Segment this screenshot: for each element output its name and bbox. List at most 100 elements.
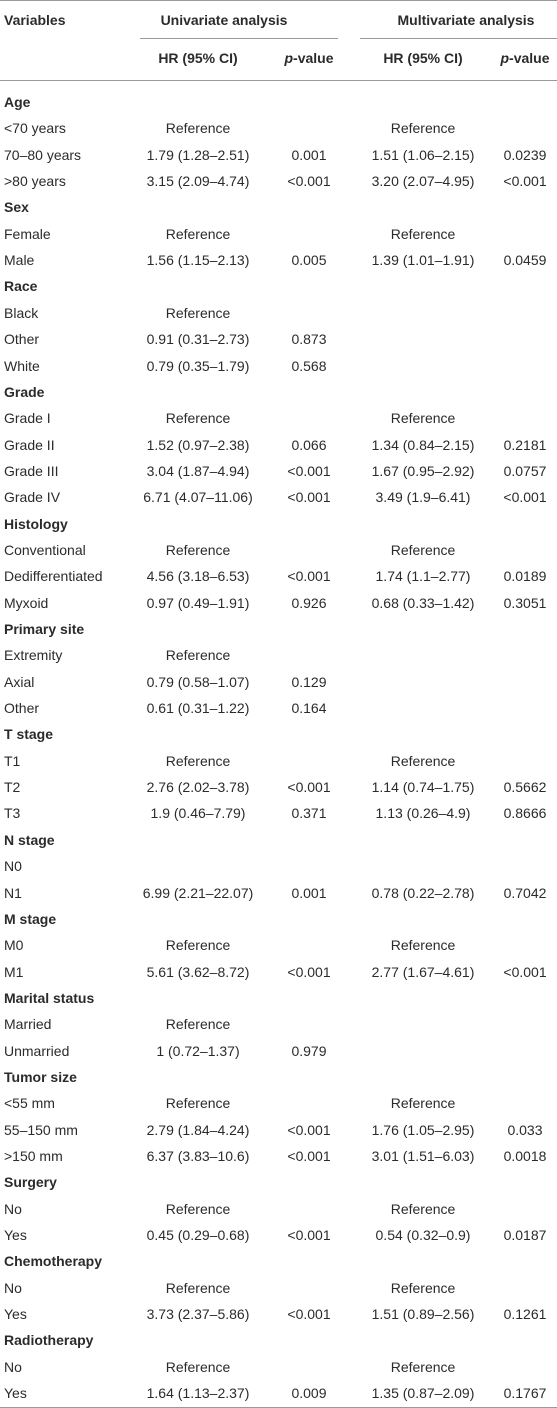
section-title: Marital status [4,989,95,1006]
value-cell: 1.64 (1.13–2.37) [146,1385,250,1402]
variable-cell: Married [4,1016,52,1033]
value-cell: 3.49 (1.9–6.41) [375,489,471,506]
value-cell: 3.04 (1.87–4.94) [146,462,250,479]
value-cell: 0.2181 [503,436,547,453]
value-cell: 1.9 (0.46–7.79) [150,805,246,822]
value-cell: 1.34 (0.84–2.15) [371,436,475,453]
value-cell: 0.001 [291,884,327,901]
value-cell: 1.52 (0.97–2.38) [146,436,250,453]
header-cell: HR (95% CI) [383,50,463,66]
value-cell: <0.001 [287,1227,331,1244]
value-cell: Reference [165,647,231,664]
value-cell: 2.76 (2.02–3.78) [146,779,250,796]
value-cell: 0.033 [507,1121,543,1138]
value-cell: 5.61 (3.62–8.72) [146,963,250,980]
value-cell: 0.1261 [503,1306,547,1323]
section-title: Age [4,94,31,110]
value-cell: 1.51 (0.89–2.56) [371,1306,475,1323]
value-cell: 0.129 [291,673,327,690]
value-cell: 6.71 (4.07–11.06) [143,489,253,506]
header-cell: p-value [485,45,557,71]
value-cell: 0.7042 [503,884,547,901]
section-title: Histology [4,515,68,532]
group-rule [360,38,557,39]
value-cell: 6.99 (2.21–22.07) [142,884,254,901]
value-cell: <0.001 [287,1306,331,1323]
value-cell: 0.45 (0.29–0.68) [146,1227,250,1244]
value-cell: 0.371 [291,805,327,822]
section-title: Tumor size [4,1068,77,1085]
value-cell: 6.37 (3.83–10.6) [146,1148,250,1164]
value-cell: <0.001 [287,173,331,190]
value-cell: 1.56 (1.15–2.13) [146,252,250,269]
value-cell: 0.001 [291,146,327,163]
value-cell: Reference [390,752,456,769]
value-cell: 0.926 [291,594,327,611]
value-cell: 1.35 (0.87–2.09) [371,1385,475,1402]
value-cell: 3.73 (2.37–5.86) [146,1306,250,1323]
variable-cell: <55 mm [4,1095,55,1112]
header-text: p-value [284,50,334,66]
value-cell: 0.8666 [503,805,547,822]
value-cell: 0.005 [291,252,327,269]
value-cell: Reference [165,304,231,321]
value-cell: <0.001 [503,963,547,980]
value-cell: Reference [165,1279,231,1296]
value-cell: 0.0018 [503,1148,547,1164]
variable-cell: N0 [4,858,22,875]
value-cell: 1.67 (0.95–2.92) [371,462,475,479]
value-cell: Reference [165,225,231,242]
value-cell: 1.39 (1.01–1.91) [371,252,475,269]
value-cell: 0.5662 [503,779,547,796]
section-title: Grade [4,383,45,400]
variable-cell: T2 [4,779,21,796]
header-cell: Multivariate analysis [397,12,535,28]
variable-cell: Yes [4,1385,27,1402]
value-cell: 0.54 (0.32–0.9) [375,1227,471,1244]
variable-cell: Extremity [4,647,63,664]
value-cell: 0.568 [291,357,327,374]
value-cell: 1.14 (0.74–1.75) [371,779,475,796]
section-title: Race [4,278,38,295]
value-cell: Reference [390,410,456,427]
value-cell: <0.001 [503,173,547,190]
value-cell: <0.001 [287,568,331,585]
value-cell: 0.3051 [503,594,547,611]
value-cell: 3.20 (2.07–4.95) [371,173,475,190]
header-cell: p-value [269,45,349,71]
value-cell: Reference [390,1095,456,1112]
section-title: Radiotherapy [4,1332,94,1349]
variable-cell: Other [4,331,40,348]
variable-cell: T3 [4,805,21,822]
variable-cell: 70–80 years [4,146,82,163]
value-cell: <0.001 [287,489,331,506]
value-cell: 1.51 (1.06–2.15) [371,146,475,163]
variable-cell: >80 years [4,173,66,190]
variable-cell: Unmarried [4,1042,70,1059]
value-cell: 0.0459 [503,252,547,269]
value-cell: Reference [165,1200,231,1217]
value-cell: <0.001 [287,963,331,980]
value-cell: Reference [165,120,231,137]
value-cell: Reference [390,1358,456,1375]
variable-cell: Dedifferentiated [4,568,103,585]
variable-cell: Axial [4,673,35,690]
value-cell: <0.001 [287,462,331,479]
variable-cell: Grade IV [4,489,61,506]
value-cell: 0.79 (0.35–1.79) [146,357,250,374]
value-cell: 0.68 (0.33–1.42) [371,594,475,611]
section-title: T stage [4,726,54,743]
value-cell: 0.0757 [503,462,547,479]
variable-cell: N1 [4,884,22,901]
variable-cell: White [4,357,40,374]
value-cell: 1.13 (0.26–4.9) [375,805,471,822]
variable-cell: Myxoid [4,594,49,611]
value-cell: Reference [165,752,231,769]
value-cell: 0.79 (0.58–1.07) [146,673,250,690]
value-cell: Reference [390,225,456,242]
variable-cell: Grade I [4,410,51,427]
value-cell: Reference [390,1200,456,1217]
value-cell: Reference [165,541,231,558]
value-cell: 0.61 (0.31–1.22) [146,700,250,717]
value-cell: Reference [165,1095,231,1112]
